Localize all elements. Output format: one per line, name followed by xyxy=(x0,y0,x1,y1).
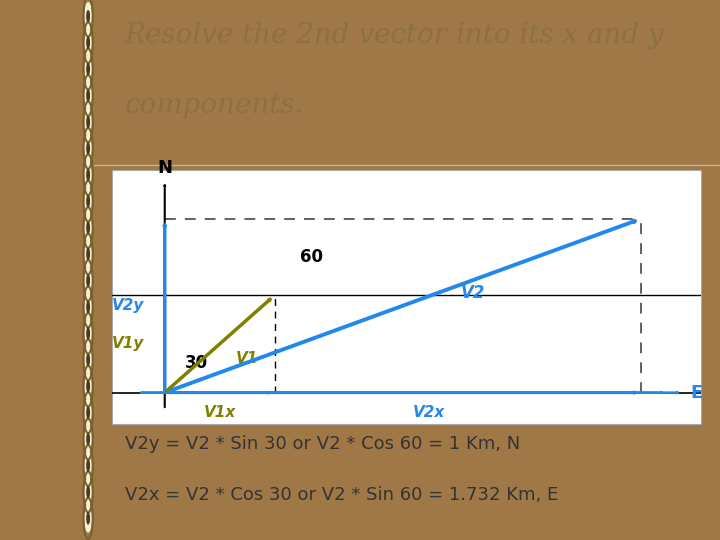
Circle shape xyxy=(87,381,89,392)
Circle shape xyxy=(85,320,91,347)
Circle shape xyxy=(87,328,89,339)
Circle shape xyxy=(85,426,91,453)
Text: V2x = V2 * Cos 30 or V2 * Sin 60 = 1.732 Km, E: V2x = V2 * Cos 30 or V2 * Sin 60 = 1.732… xyxy=(125,486,558,504)
Circle shape xyxy=(85,109,91,136)
Text: Resolve the 2nd vector into its x and y: Resolve the 2nd vector into its x and y xyxy=(125,22,665,49)
Circle shape xyxy=(85,267,91,294)
Circle shape xyxy=(87,222,89,233)
Circle shape xyxy=(87,37,89,48)
Text: V2y: V2y xyxy=(112,298,144,313)
Circle shape xyxy=(87,90,89,101)
Circle shape xyxy=(87,143,89,154)
Text: V2y = V2 * Sin 30 or V2 * Cos 60 = 1 Km, N: V2y = V2 * Sin 30 or V2 * Cos 60 = 1 Km,… xyxy=(125,435,520,453)
Circle shape xyxy=(85,3,91,30)
Circle shape xyxy=(85,293,91,320)
Circle shape xyxy=(85,399,91,426)
Circle shape xyxy=(87,513,89,524)
Circle shape xyxy=(85,188,91,215)
Circle shape xyxy=(85,373,91,400)
Text: N: N xyxy=(157,159,172,177)
Text: components.: components. xyxy=(125,92,305,119)
Text: V2: V2 xyxy=(461,284,485,302)
Circle shape xyxy=(85,135,91,162)
FancyBboxPatch shape xyxy=(112,170,701,424)
Circle shape xyxy=(85,56,91,83)
Circle shape xyxy=(87,117,89,127)
Text: V1x: V1x xyxy=(204,405,236,420)
Circle shape xyxy=(87,407,89,418)
Circle shape xyxy=(85,241,91,268)
Circle shape xyxy=(85,82,91,109)
Circle shape xyxy=(87,64,89,75)
Circle shape xyxy=(87,434,89,444)
Circle shape xyxy=(85,161,91,188)
Circle shape xyxy=(85,346,91,373)
Circle shape xyxy=(87,354,89,365)
Circle shape xyxy=(87,170,89,180)
Circle shape xyxy=(85,214,91,241)
Text: V1: V1 xyxy=(235,351,258,366)
Circle shape xyxy=(87,249,89,260)
Circle shape xyxy=(85,452,91,479)
Circle shape xyxy=(85,505,91,532)
Circle shape xyxy=(87,196,89,207)
Circle shape xyxy=(87,460,89,471)
Circle shape xyxy=(87,301,89,312)
Circle shape xyxy=(85,478,91,505)
Text: V1y: V1y xyxy=(112,336,144,352)
Text: 30: 30 xyxy=(184,354,207,372)
Text: E: E xyxy=(690,383,703,402)
Circle shape xyxy=(85,29,91,56)
Circle shape xyxy=(87,275,89,286)
Text: 60: 60 xyxy=(300,248,323,266)
Circle shape xyxy=(87,11,89,22)
Circle shape xyxy=(87,487,89,497)
Text: V2x: V2x xyxy=(413,405,445,420)
